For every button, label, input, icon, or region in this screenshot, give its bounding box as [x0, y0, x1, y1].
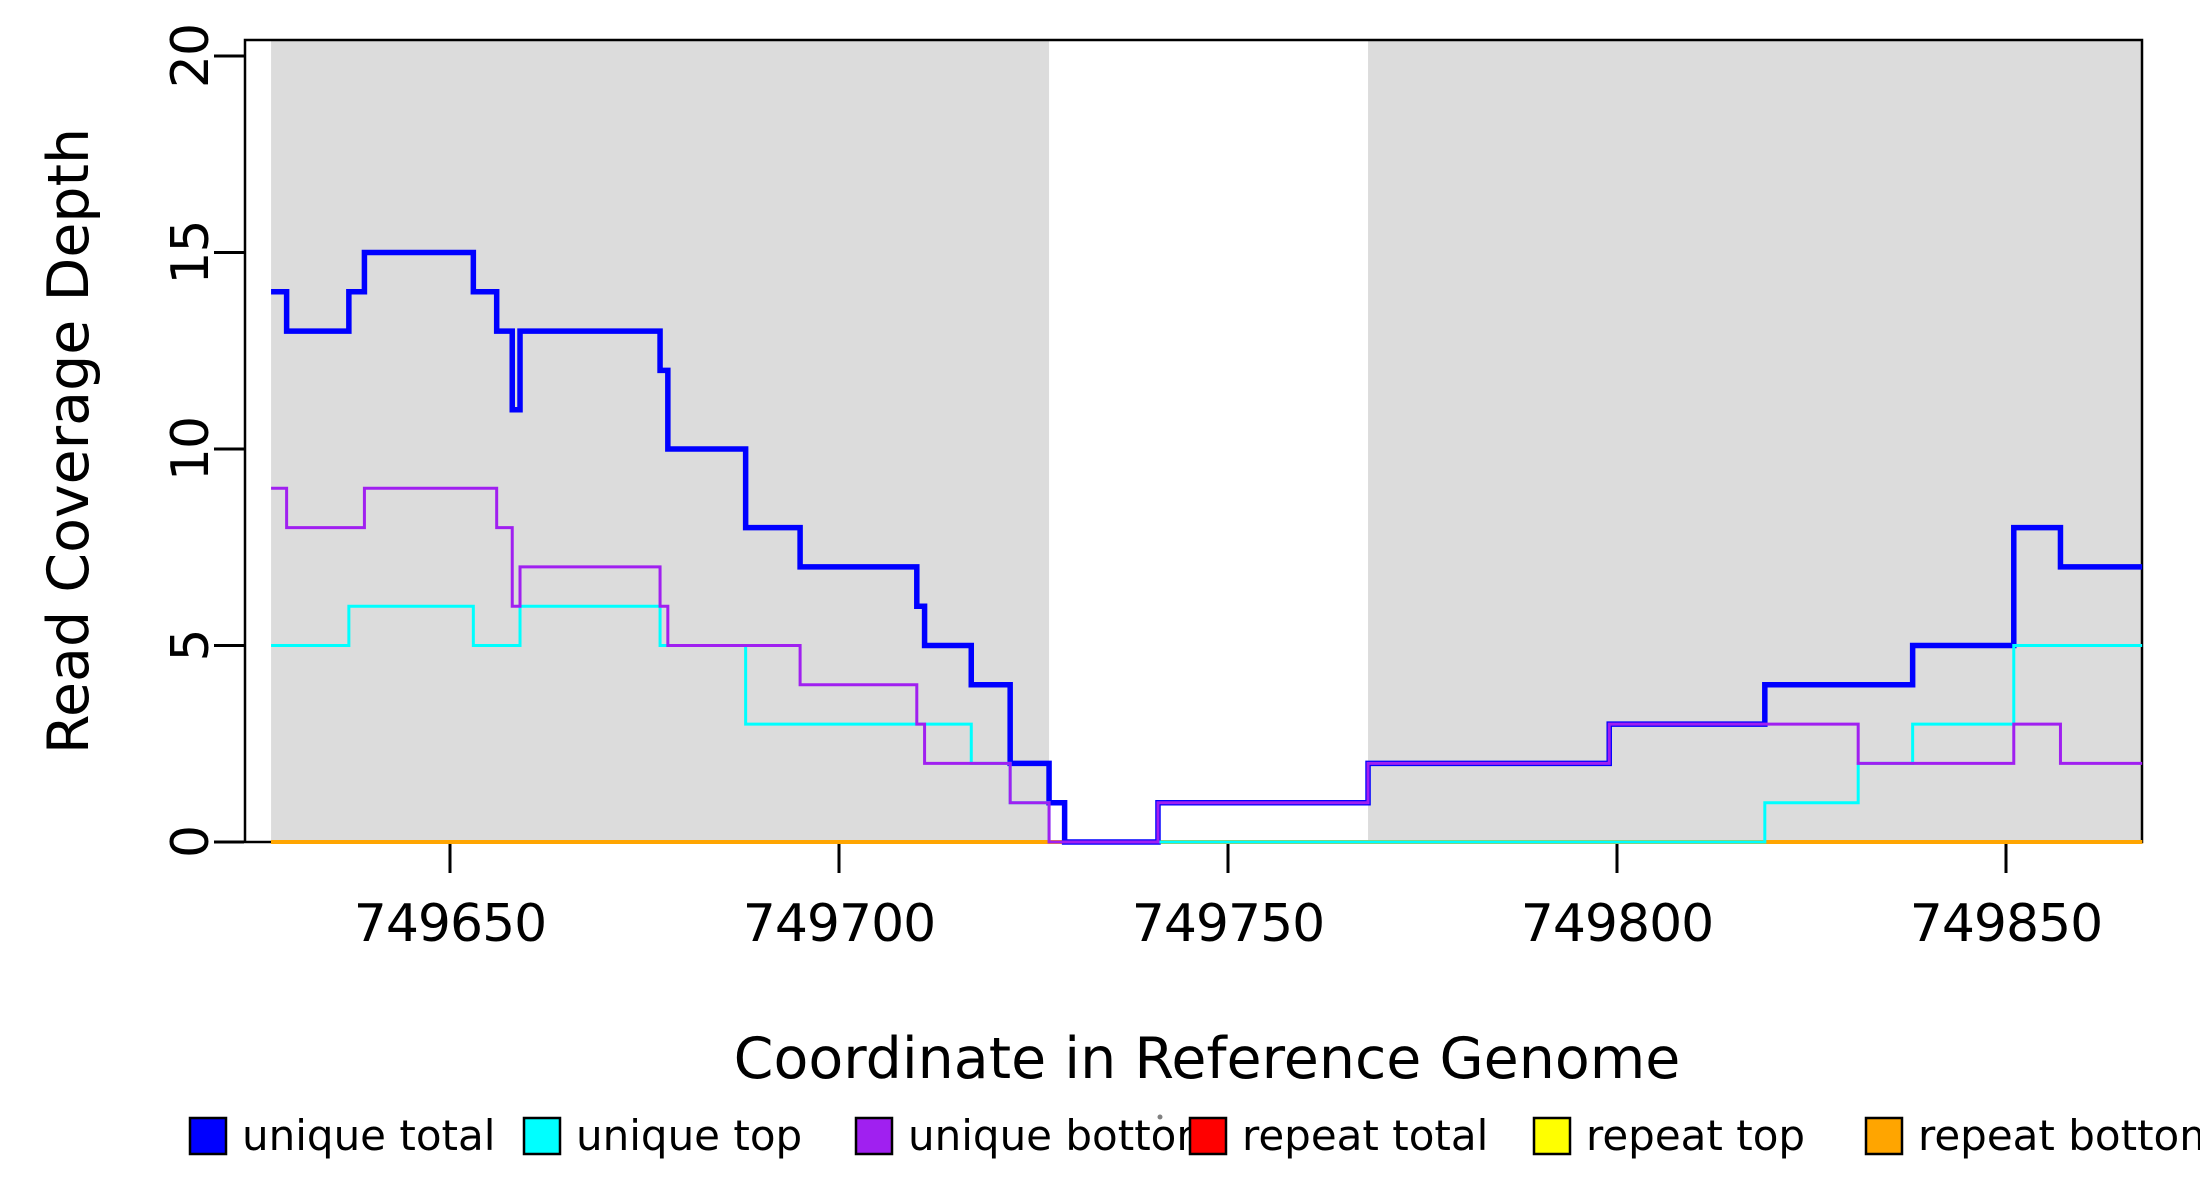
x-tick-label: 749800	[1521, 894, 1714, 954]
legend-label-repeat-bottom: repeat bottom	[1918, 1111, 2200, 1160]
legend-item-repeat-bottom: repeat bottom	[1864, 1111, 2200, 1160]
legend-label-unique-bottom: unique bottom	[908, 1111, 1217, 1160]
legend-item-repeat-total: repeat total	[1188, 1111, 1488, 1160]
legend-swatch-unique-total	[188, 1116, 228, 1156]
x-tick-label: 749650	[354, 894, 547, 954]
legend-label-unique-top: unique top	[576, 1111, 802, 1160]
y-tick-label: 0	[161, 826, 221, 858]
y-axis-ticks-group: 0 5 10 15 20	[161, 24, 244, 858]
x-tick-label: 749750	[1132, 894, 1325, 954]
y-tick-label: 15	[161, 220, 221, 284]
legend-swatch-repeat-top	[1532, 1116, 1572, 1156]
y-tick-label: 5	[161, 629, 221, 661]
legend-swatch-unique-bottom	[854, 1116, 894, 1156]
legend-label-repeat-top: repeat top	[1586, 1111, 1805, 1160]
x-axis-ticks-group: 749650 749700 749750 749800 749850	[354, 843, 2103, 954]
y-tick-label: 10	[161, 417, 221, 481]
legend-swatch-unique-top	[522, 1116, 562, 1156]
series-lines-group	[271, 249, 2143, 845]
legend-label-unique-total: unique total	[242, 1111, 495, 1160]
stray-mark	[1157, 1114, 1163, 1120]
x-tick-label: 749700	[743, 894, 936, 954]
shaded-repeat-region	[271, 41, 1050, 841]
legend-item-repeat-top: repeat top	[1532, 1111, 1805, 1160]
legend-item-unique-top: unique top	[522, 1111, 802, 1160]
legend-item-unique-total: unique total	[188, 1111, 495, 1160]
y-tick-label: 20	[161, 24, 221, 88]
legend-item-unique-bottom: unique bottom	[854, 1111, 1217, 1160]
y-axis-title: Read Coverage Depth	[36, 128, 102, 754]
shaded-regions-group	[271, 41, 2143, 841]
legend-swatch-repeat-total	[1188, 1116, 1228, 1156]
x-axis-title: Coordinate in Reference Genome	[734, 1026, 1681, 1092]
shaded-repeat-region	[1368, 41, 2143, 841]
series-unique-bottom	[271, 486, 2143, 844]
legend-label-repeat-total: repeat total	[1242, 1111, 1488, 1160]
x-tick-label: 749850	[1910, 894, 2103, 954]
legend: unique total unique top unique bottom re…	[188, 1111, 2200, 1160]
legend-swatch-repeat-bottom	[1864, 1116, 1904, 1156]
